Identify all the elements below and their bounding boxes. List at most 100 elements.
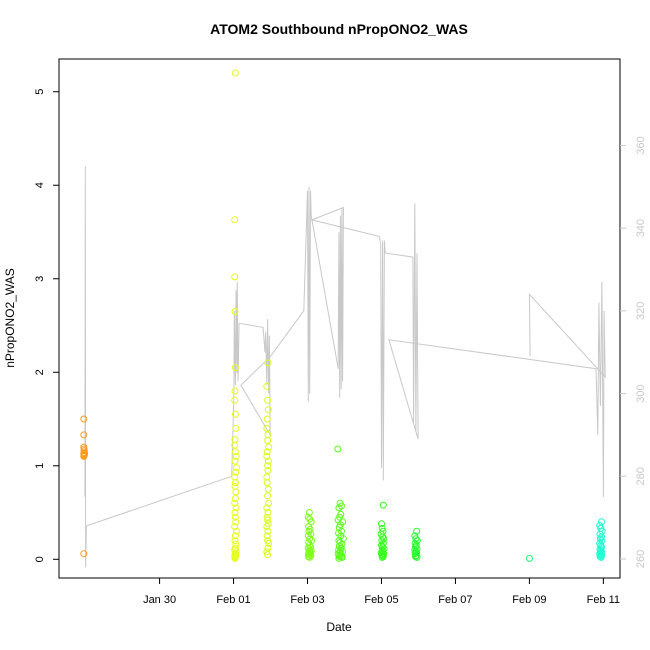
data-point — [264, 485, 272, 493]
data-point — [231, 216, 239, 224]
x-tick-label: Feb 01 — [216, 594, 250, 606]
data-point — [265, 443, 273, 451]
y-tick-label: 1 — [34, 463, 46, 469]
data-point — [264, 457, 272, 465]
data-point — [264, 551, 272, 559]
data-point — [412, 553, 419, 560]
data-point — [263, 523, 271, 531]
data-point — [264, 406, 272, 414]
data-point — [80, 445, 88, 453]
data-point — [231, 308, 239, 315]
data-point — [231, 387, 239, 395]
data-point — [306, 535, 314, 543]
data-point — [263, 415, 271, 423]
data-point — [265, 539, 273, 547]
y-tick-label: 5 — [34, 89, 46, 95]
data-point — [335, 504, 343, 512]
data-point — [596, 550, 604, 558]
y2-tick-label: 300 — [635, 384, 647, 402]
data-point — [264, 437, 272, 444]
data-point — [263, 424, 271, 432]
data-point — [265, 499, 273, 507]
data-point — [263, 452, 271, 460]
data-point — [231, 273, 239, 281]
data-point — [80, 431, 88, 439]
data-point — [334, 445, 342, 453]
data-point — [263, 504, 271, 512]
data-point — [413, 527, 421, 535]
data-point — [379, 501, 387, 509]
data-point — [525, 554, 533, 562]
data-point — [264, 462, 272, 470]
data-point — [597, 553, 605, 561]
data-point — [263, 382, 271, 390]
data-point — [413, 549, 421, 557]
plot-area: Jan 30 Feb 01 Feb 03 Feb 05 Feb 07 Feb 09 Feb … — [34, 58, 647, 606]
y-axis-label: nPropONO2_WAS — [3, 268, 17, 368]
data-point — [264, 527, 272, 535]
data-point — [264, 516, 272, 524]
x-tick-label: Feb 07 — [438, 594, 472, 606]
y-tick-label: 4 — [34, 182, 46, 188]
data-point — [80, 415, 88, 423]
x-tick-label: Feb 11 — [587, 594, 620, 606]
data-point — [263, 479, 271, 487]
data-point — [231, 364, 239, 372]
data-point — [233, 527, 240, 535]
data-point — [231, 396, 239, 404]
data-point — [231, 479, 239, 487]
data-point — [231, 499, 239, 507]
x-tick-label: Jan 30 — [143, 594, 176, 606]
data-point — [231, 532, 239, 540]
data-point — [232, 504, 240, 512]
data-point — [264, 396, 272, 404]
y2-tick-label: 320 — [635, 302, 647, 320]
data-point — [263, 548, 271, 556]
altitude-line — [84, 166, 606, 568]
data-point — [263, 532, 271, 540]
data-point — [380, 535, 388, 543]
data-point — [231, 441, 239, 449]
x-tick-label: Feb 05 — [364, 594, 398, 606]
data-point — [378, 520, 385, 528]
data-point — [378, 553, 386, 561]
data-point — [231, 410, 239, 418]
data-point — [596, 553, 604, 560]
data-point — [306, 525, 314, 533]
data-point — [264, 359, 272, 367]
data-point — [231, 482, 239, 490]
data-point — [264, 467, 272, 474]
data-point — [233, 464, 240, 472]
data-point — [232, 452, 240, 460]
x-tick-label: Feb 03 — [290, 594, 324, 606]
y-tick-label: 0 — [34, 556, 46, 562]
y2-tick-label: 280 — [635, 467, 647, 485]
data-point — [335, 554, 343, 562]
data-point — [263, 473, 271, 481]
data-point — [378, 551, 386, 559]
data-point — [231, 495, 239, 502]
x-tick-label: Feb 09 — [512, 594, 546, 606]
data-point — [231, 523, 239, 531]
data-point — [335, 542, 343, 550]
chart-title: ATOM2 Southbound nPropONO2_WAS — [210, 21, 468, 37]
data-point — [264, 509, 272, 516]
data-point — [306, 553, 314, 561]
data-point — [231, 457, 239, 465]
data-point — [231, 554, 239, 562]
data-point — [80, 452, 88, 460]
data-point — [232, 518, 240, 526]
y-tick-label: 2 — [34, 369, 46, 375]
data-point — [304, 553, 312, 560]
data-point — [264, 544, 272, 552]
data-point — [232, 424, 240, 432]
data-point — [231, 513, 239, 521]
data-point — [232, 488, 240, 496]
data-point — [305, 509, 313, 516]
y-tick-label: 3 — [34, 276, 46, 282]
data-point — [338, 553, 346, 561]
data-point — [379, 533, 387, 541]
data-point — [598, 518, 605, 526]
x-axis-label: Date — [326, 620, 352, 634]
